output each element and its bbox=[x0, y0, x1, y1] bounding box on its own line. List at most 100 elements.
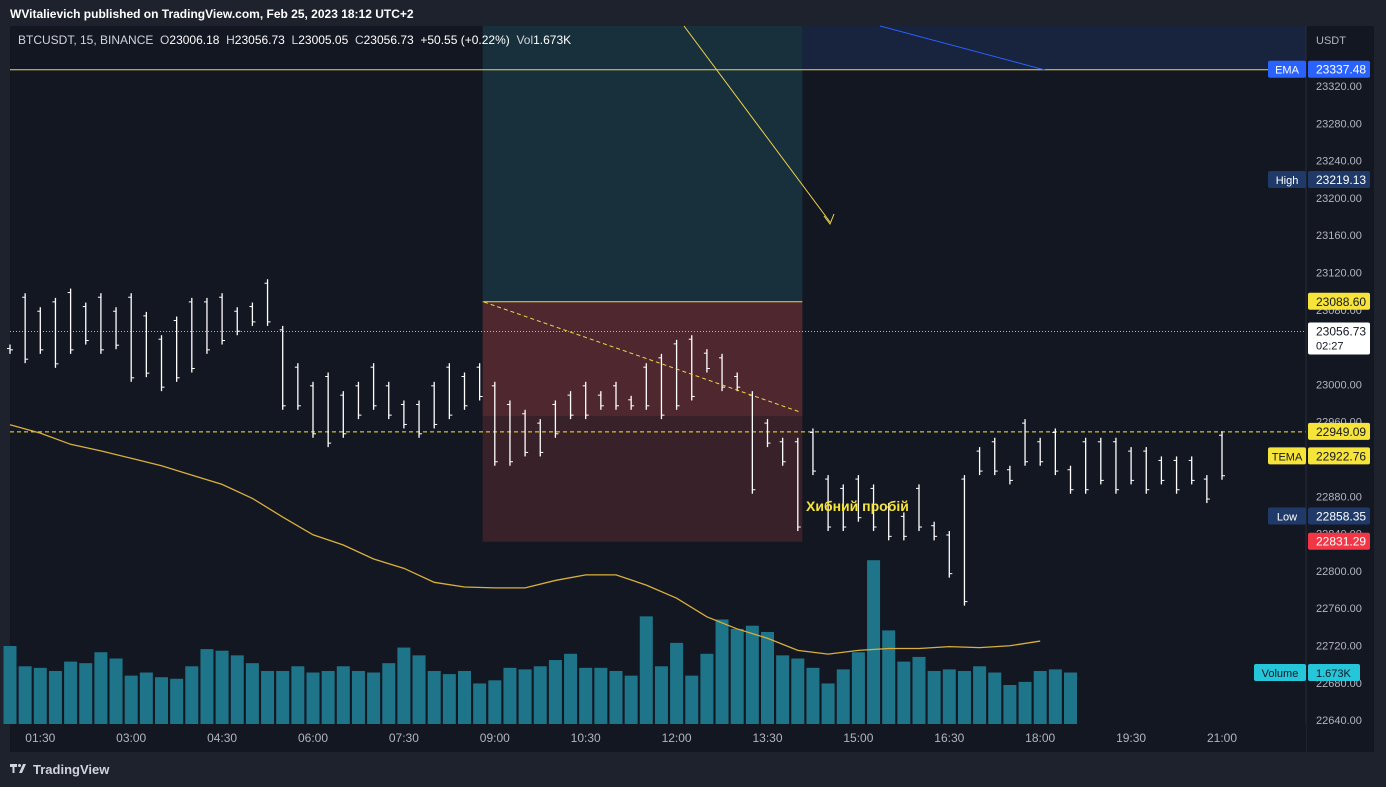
volume-bar bbox=[367, 672, 381, 724]
price-tick-label: 23320.00 bbox=[1316, 81, 1362, 93]
volume-bar bbox=[170, 678, 184, 724]
volume-bar bbox=[776, 655, 790, 724]
ema-tag-value: 23337.48 bbox=[1316, 63, 1366, 77]
price-tick-label: 23000.00 bbox=[1316, 379, 1362, 391]
price-tick-label: 22800.00 bbox=[1316, 566, 1362, 578]
footer-bar: TradingView bbox=[0, 752, 1386, 787]
volume-bar bbox=[624, 675, 638, 724]
price-tick-label: 22720.00 bbox=[1316, 641, 1362, 653]
volume-bar bbox=[715, 619, 729, 724]
volume-bar bbox=[245, 663, 259, 724]
volume-bar bbox=[94, 652, 108, 724]
volume-tag-label: Volume bbox=[1262, 668, 1299, 680]
volume-bar bbox=[518, 669, 532, 724]
arrow-line bbox=[683, 25, 831, 223]
volume-bar bbox=[745, 625, 759, 724]
level-tag-value-bg bbox=[1308, 422, 1370, 440]
time-tick-label: 10:30 bbox=[571, 731, 601, 745]
ema-tag-value-bg bbox=[1308, 60, 1370, 78]
volume-bar bbox=[321, 670, 335, 724]
time-tick-label: 15:00 bbox=[843, 731, 873, 745]
price-axis: USDT 23320.00 23280.00 23240.00 23200.00 2316… bbox=[1305, 26, 1374, 752]
legend-symbol: BTCUSDT, 15, BINANCE bbox=[18, 33, 154, 47]
high-tag-label-bg bbox=[1268, 171, 1306, 189]
high-tag-value-bg bbox=[1308, 171, 1370, 189]
volume-bar bbox=[33, 667, 47, 724]
volume-bar bbox=[912, 656, 926, 724]
low-tag-value: 22858.35 bbox=[1316, 509, 1366, 523]
countdown-value: 02:27 bbox=[1316, 340, 1344, 352]
position-zones bbox=[482, 26, 1306, 542]
indicator-lines bbox=[9, 69, 1306, 655]
time-axis: 01:30 03:00 04:30 06:00 07:30 09:00 10:30 12:00… bbox=[10, 724, 1306, 752]
volume-bar bbox=[18, 666, 32, 724]
volume-bar bbox=[261, 670, 275, 724]
volume-bar bbox=[973, 666, 987, 724]
candle-bars bbox=[7, 279, 1225, 606]
volume-bar bbox=[230, 655, 244, 724]
volume-bar bbox=[564, 653, 578, 724]
volume-bar bbox=[139, 672, 153, 724]
volume-bar bbox=[124, 675, 138, 724]
volume-bar bbox=[412, 655, 426, 724]
price-tick-label: 23240.00 bbox=[1316, 156, 1362, 168]
upper-zone bbox=[802, 26, 1306, 70]
volume-bar bbox=[1033, 670, 1047, 724]
volume-bar bbox=[957, 670, 971, 724]
volume-bar bbox=[1064, 672, 1077, 724]
overlay-drawings bbox=[483, 25, 1046, 413]
volume-bar bbox=[700, 653, 714, 724]
volume-bar bbox=[654, 666, 668, 724]
time-tick-label: 01:30 bbox=[25, 731, 55, 745]
volume-bar bbox=[761, 631, 774, 724]
time-tick-label: 16:30 bbox=[934, 731, 964, 745]
volume-bar bbox=[276, 670, 290, 724]
volume-bar bbox=[109, 658, 123, 724]
volume-bar bbox=[351, 670, 365, 724]
volume-bar bbox=[427, 670, 441, 724]
volume-bar bbox=[730, 628, 744, 724]
ema-tag-label-bg bbox=[1268, 60, 1306, 78]
volume-bar bbox=[988, 672, 1002, 724]
low-tag-label-bg bbox=[1268, 507, 1306, 525]
publisher-header: WVitalievich published on TradingView.co… bbox=[0, 0, 1386, 26]
tema-line bbox=[9, 424, 1041, 655]
time-tick-label: 19:30 bbox=[1116, 731, 1146, 745]
high-tag-label: High bbox=[1276, 175, 1299, 187]
volume-bar bbox=[306, 672, 320, 724]
volume-bar bbox=[533, 666, 547, 724]
level-tag-value: 22949.09 bbox=[1316, 425, 1366, 439]
volume-bar bbox=[200, 649, 214, 724]
arrow-head bbox=[823, 213, 835, 226]
time-tick-label: 03:00 bbox=[116, 731, 146, 745]
tema-tag-label: TEMA bbox=[1272, 451, 1303, 463]
volume-bar bbox=[503, 667, 517, 724]
volume-bar bbox=[1018, 681, 1032, 724]
volume-bar bbox=[670, 642, 684, 724]
time-tick-label: 18:00 bbox=[1025, 731, 1055, 745]
low-tag-value-bg bbox=[1308, 507, 1370, 525]
current-price-value: 23056.73 bbox=[1316, 324, 1366, 338]
price-tick-label: 23120.00 bbox=[1316, 268, 1362, 280]
false-breakout-annotation: Хибний пробій bbox=[806, 498, 909, 514]
tradingview-logo[interactable]: TradingView bbox=[10, 762, 109, 777]
volume-bar bbox=[836, 669, 850, 724]
volume-bar bbox=[458, 670, 471, 724]
volume-tag-label-bg bbox=[1254, 664, 1306, 681]
volume-tag-value-bg bbox=[1308, 664, 1360, 681]
stop-zone-inner bbox=[482, 301, 803, 417]
volume-bar bbox=[291, 666, 305, 724]
price-tick-label: 23160.00 bbox=[1316, 230, 1362, 242]
volume-bar bbox=[927, 670, 941, 724]
entry-tag-value-bg bbox=[1308, 292, 1370, 310]
volume-bar bbox=[48, 670, 62, 724]
high-tag-value: 23219.13 bbox=[1316, 173, 1366, 187]
volume-bar bbox=[155, 677, 168, 724]
time-tick-label: 21:00 bbox=[1207, 731, 1237, 745]
price-tick-label: 22880.00 bbox=[1316, 491, 1362, 503]
volume-bar bbox=[382, 663, 396, 724]
volume-bar bbox=[397, 647, 411, 724]
target-zone bbox=[482, 26, 803, 302]
legend-change: +50.55 (+0.22%) bbox=[420, 33, 510, 47]
